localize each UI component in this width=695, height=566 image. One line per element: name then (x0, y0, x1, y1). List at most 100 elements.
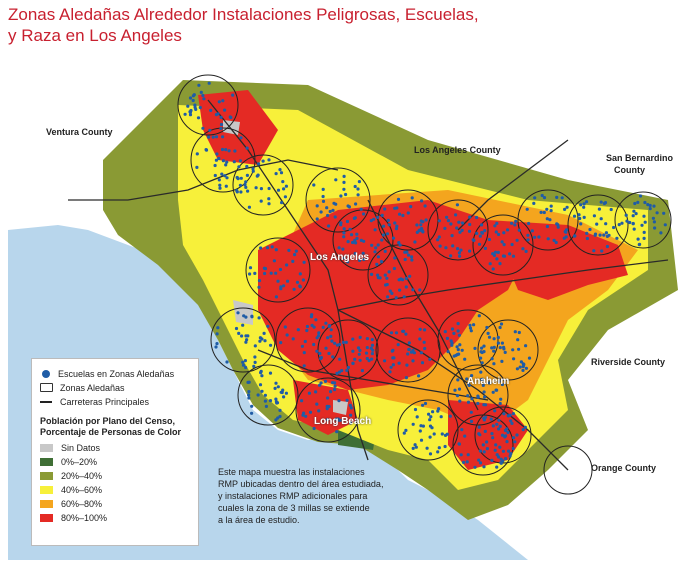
buffer-zone (305, 167, 371, 233)
school-dot (480, 377, 485, 381)
school-dot (327, 224, 331, 228)
legend-schools-label: Escuelas en Zonas Aledañas (58, 368, 175, 379)
school-dot (317, 331, 321, 335)
school-dot (479, 356, 483, 360)
school-dot (213, 173, 217, 178)
school-dot (482, 465, 486, 469)
school-dot (663, 223, 667, 227)
school-dot (327, 351, 331, 356)
school-dot (246, 380, 250, 384)
school-dot (655, 211, 659, 215)
school-dot (391, 363, 395, 367)
school-dot (451, 244, 455, 248)
school-dot (370, 338, 374, 342)
school-dot (515, 238, 519, 242)
school-dot (386, 218, 390, 222)
school-dot (604, 231, 609, 235)
school-dot (634, 212, 638, 216)
school-dot (432, 432, 436, 436)
school-dot (337, 246, 341, 250)
school-dot (354, 241, 358, 245)
school-dot (253, 360, 257, 364)
school-dot (282, 187, 286, 191)
school-dot (499, 397, 503, 401)
school-dot (503, 435, 507, 439)
school-dot (525, 207, 529, 211)
school-dot (263, 271, 267, 276)
school-dot (411, 446, 415, 450)
school-dot (406, 211, 410, 215)
school-dot (251, 169, 255, 173)
school-dot (482, 450, 486, 454)
school-dot (267, 158, 271, 162)
school-dot (390, 291, 394, 295)
school-dot (312, 183, 316, 187)
school-dot (578, 216, 582, 221)
school-dot (393, 221, 397, 225)
school-dot (305, 328, 309, 333)
legend-schools: Escuelas en Zonas Aledañas (40, 367, 190, 380)
school-dot (260, 337, 264, 341)
school-dot (369, 219, 373, 223)
school-dot (220, 172, 224, 176)
note-line-3: y instalaciones RMP adicionales para (218, 491, 368, 501)
school-dot (552, 238, 556, 242)
school-dot (186, 104, 190, 108)
school-dot (282, 284, 286, 288)
school-dot (245, 338, 249, 342)
school-dot (347, 205, 351, 209)
school-dot (237, 331, 241, 335)
school-dot (354, 202, 358, 206)
school-dot (648, 203, 652, 208)
school-dot (502, 412, 506, 416)
school-dot (582, 205, 586, 209)
school-dot (278, 267, 283, 272)
label-sb-county-2: County (614, 165, 645, 175)
school-dot (376, 243, 380, 247)
school-dot (219, 115, 223, 119)
school-dot (423, 346, 427, 351)
school-dot (468, 249, 472, 253)
school-dot (193, 103, 197, 107)
school-dot (239, 190, 243, 194)
school-dot (515, 433, 519, 437)
school-dot (221, 135, 225, 139)
school-dot (315, 349, 319, 353)
label-sb-county-1: San Bernardino (606, 153, 674, 163)
school-dot (237, 165, 241, 169)
school-dot (533, 235, 537, 239)
school-dot (251, 167, 255, 171)
school-dot (498, 325, 502, 330)
school-dot (487, 335, 492, 339)
school-dot (637, 243, 641, 247)
school-dot (265, 246, 270, 250)
school-dot (443, 226, 447, 230)
school-dot (440, 432, 444, 436)
school-dot (468, 323, 472, 327)
school-dot (460, 221, 465, 225)
legend-heading: Población por Plano del Censo, Porcentaj… (40, 416, 190, 438)
school-dot (454, 353, 458, 357)
title-line-2: y Raza en Los Angeles (8, 26, 182, 45)
school-dot (457, 333, 461, 337)
school-dot (428, 424, 433, 428)
school-dot (443, 444, 447, 449)
school-dot (242, 314, 246, 318)
school-dot (274, 381, 278, 385)
buffer-zone (427, 199, 489, 261)
school-dot (496, 335, 500, 340)
school-dot (224, 163, 228, 167)
school-dot (285, 263, 289, 267)
school-dot (513, 440, 517, 444)
school-dot (420, 361, 425, 365)
school-dot (491, 424, 495, 428)
school-dot (370, 272, 374, 276)
school-dot (387, 223, 391, 227)
school-dot (262, 331, 266, 335)
school-dot (648, 207, 652, 211)
school-dot (346, 240, 350, 244)
school-dot (382, 224, 386, 228)
school-dot (283, 195, 287, 199)
school-dot (497, 379, 501, 383)
school-dot (302, 260, 306, 264)
